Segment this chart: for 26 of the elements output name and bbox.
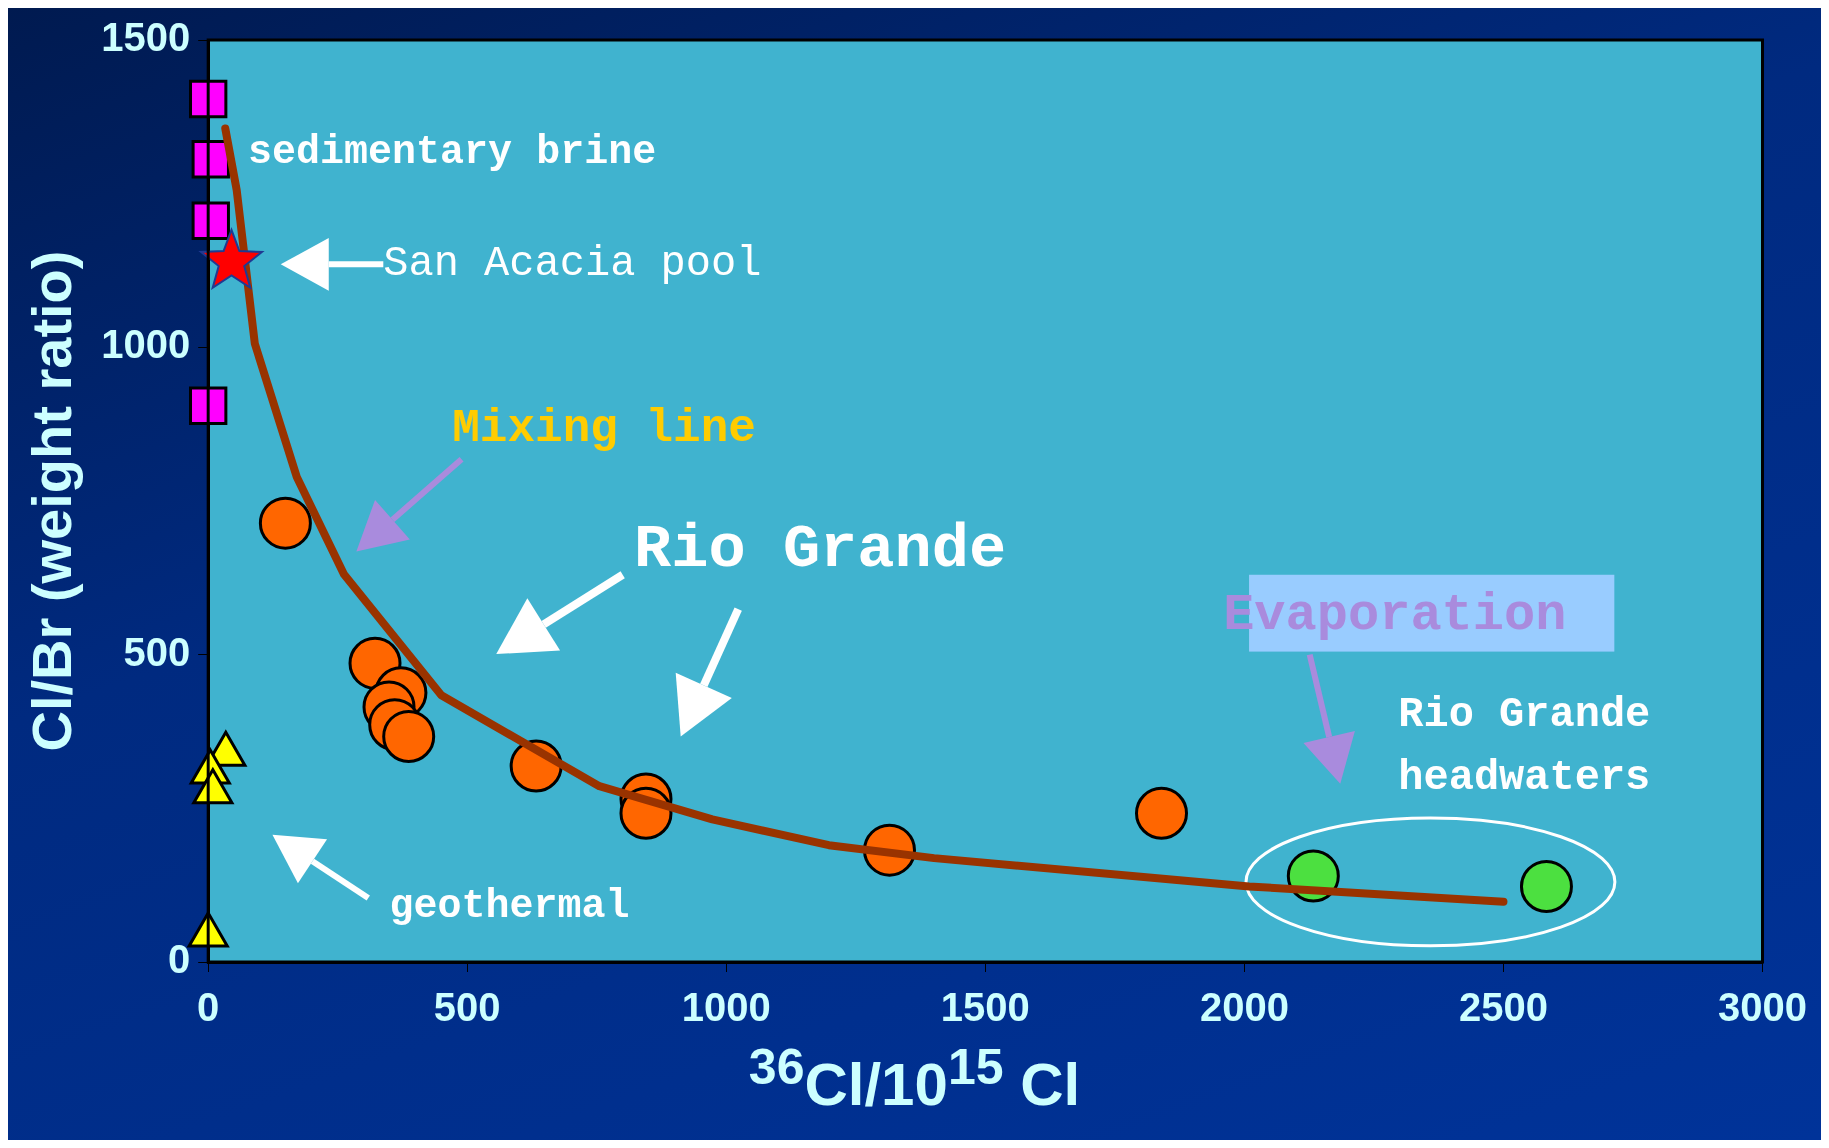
annotation: Rio Grande — [634, 513, 1007, 585]
x-tick-label: 1000 — [681, 985, 771, 1030]
y-tick-label: 1500 — [101, 15, 191, 60]
annotation: San Acacia pool — [383, 240, 762, 289]
annotation: sedimentary brine — [248, 129, 657, 175]
x-tick-label: 2000 — [1199, 985, 1289, 1030]
y-tick-label: 500 — [123, 629, 191, 674]
point — [1135, 786, 1188, 840]
point — [189, 79, 228, 119]
annotation: Mixing line — [452, 403, 756, 456]
x-tick-label: 3000 — [1718, 985, 1807, 1030]
x-tick-label: 0 — [197, 985, 220, 1030]
point — [189, 386, 228, 425]
x-tick-label: 1500 — [940, 985, 1030, 1030]
x-tick-label: 2500 — [1458, 985, 1548, 1030]
point — [191, 201, 230, 240]
y-tick-label: 1000 — [101, 322, 191, 367]
point — [382, 709, 436, 763]
point — [258, 496, 312, 550]
x-axis-title: $^{36}$Cl/10$^{15}$ Cl — [747, 1038, 1082, 1119]
y-axis-title: Cl/Br (weight ratio) — [20, 250, 84, 752]
y-tick-label: 0 — [167, 937, 191, 982]
annotation: Rio Grande headwaters — [1398, 691, 1651, 803]
point — [1519, 859, 1573, 913]
annotation: geothermal — [389, 883, 630, 929]
x-tick-label: 500 — [433, 985, 501, 1030]
